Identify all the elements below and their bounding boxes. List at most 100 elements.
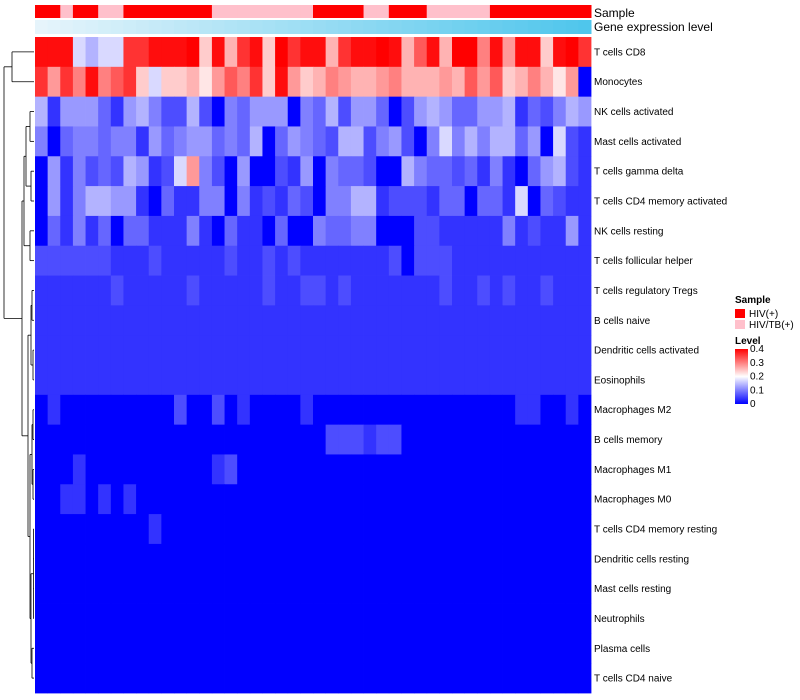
heatmap-cell [98,663,112,694]
heatmap-cell [275,245,289,276]
heatmap-cell [477,66,491,98]
heatmap-cell [350,245,364,276]
heatmap-cell [35,543,49,575]
heatmap-cell [338,275,352,306]
heatmap-cell [578,633,592,664]
heatmap-cell [161,126,175,157]
sample-legend-label-hivtb: HIV/TB(+) [749,320,794,331]
heatmap-cell [452,186,466,217]
row-label: T cells CD4 naive [594,674,673,685]
heatmap-cell [338,305,352,336]
heatmap-cell [98,275,112,306]
sample-cell [578,5,592,18]
heatmap-cell [136,543,150,575]
heatmap-cell [439,275,453,306]
heatmap-cell [123,484,137,515]
heatmap-cell [262,37,276,68]
heatmap-cell [350,275,364,306]
heatmap-cell [489,37,503,68]
heatmap-cell [426,126,440,157]
heatmap-cell [262,156,276,187]
heatmap-cell [515,245,529,276]
heatmap-cell [148,335,162,366]
heatmap-cell [527,66,541,98]
heatmap-cell [300,424,314,455]
heatmap-cell [363,186,377,217]
heatmap-cell [313,275,327,306]
heatmap-cell [376,484,390,515]
heatmap-cell [464,305,478,336]
heatmap-cell [35,633,49,664]
heatmap-cell [224,66,238,98]
heatmap-cell [110,365,124,396]
heatmap-cell [174,365,188,396]
heatmap-cell [148,603,162,634]
heatmap-cell [527,365,541,396]
heatmap-cell [275,633,289,664]
heatmap-cell [527,96,541,127]
heatmap-cell [489,275,503,306]
sample-cell [98,5,112,18]
heatmap-cell [47,663,61,694]
heatmap-cell [237,663,251,694]
heatmap-cell [186,215,200,247]
level-legend-title: Level [735,336,761,347]
heatmap-cell [35,275,49,306]
heatmap-cell [300,454,314,485]
heatmap-cell [452,96,466,127]
heatmap-cell [287,156,301,187]
heatmap-cell [553,275,567,306]
sample-legend-swatch-hivtb [735,320,745,329]
expression-cell [47,20,61,34]
heatmap-cell [350,603,364,634]
heatmap-cell [464,215,478,247]
heatmap-cell [110,663,124,694]
heatmap-cell [287,424,301,455]
heatmap-cell [262,573,276,604]
heatmap-cell [35,37,49,68]
heatmap-cell [186,275,200,306]
heatmap-cell [161,424,175,455]
heatmap-cell [300,275,314,306]
heatmap-cell [388,37,402,68]
heatmap-cell [60,156,74,187]
heatmap-cell [174,156,188,187]
heatmap-cell [72,96,86,127]
heatmap-cell [186,66,200,98]
heatmap-cell [262,543,276,575]
heatmap-cell [287,394,301,426]
heatmap-cell [211,37,225,68]
heatmap-cell [502,156,516,187]
heatmap-cell [85,126,99,157]
heatmap-cell [553,365,567,396]
heatmap-cell [376,633,390,664]
heatmap-cell [452,573,466,604]
heatmap-cell [439,186,453,217]
heatmap-cell [287,603,301,634]
heatmap-cell [211,514,225,545]
heatmap-cell [47,186,61,217]
heatmap-cell [287,365,301,396]
heatmap-cell [515,603,529,634]
heatmap-cell [350,514,364,545]
heatmap-cell [237,275,251,306]
row-label: Neutrophils [594,614,645,625]
heatmap-cell [262,215,276,247]
heatmap-cell [477,394,491,426]
heatmap-cell [502,484,516,515]
heatmap-cell [174,96,188,127]
expression-cell [401,20,415,34]
heatmap-cell [224,275,238,306]
heatmap-cell [565,156,579,187]
heatmap-cell [376,454,390,485]
heatmap-cell [401,394,415,426]
heatmap-cell [60,663,74,694]
heatmap-cell [350,573,364,604]
row-label: T cells gamma delta [594,167,684,178]
heatmap-cell [313,156,327,187]
heatmap-cell [60,37,74,68]
heatmap-cell [376,603,390,634]
heatmap-cell [363,305,377,336]
heatmap-cell [60,275,74,306]
heatmap-cell [464,454,478,485]
